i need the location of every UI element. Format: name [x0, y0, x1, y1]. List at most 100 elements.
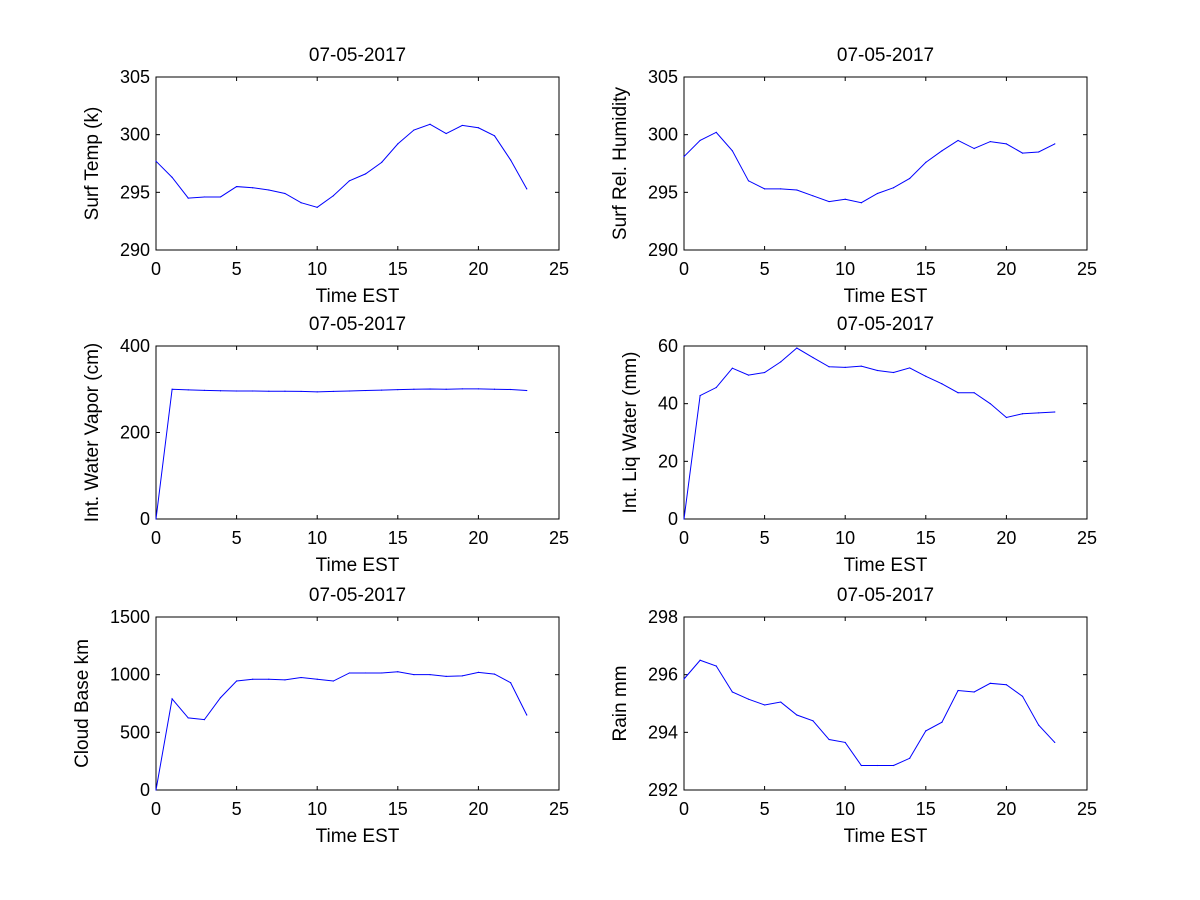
y-tick-label: 200: [120, 423, 150, 443]
x-tick-label: 25: [549, 528, 569, 548]
data-point: [364, 672, 367, 674]
data-point: [796, 714, 798, 716]
series-line: [155, 388, 527, 520]
data-point: [155, 518, 157, 520]
y-tick-label: 40: [658, 394, 678, 414]
data-point: [989, 140, 991, 143]
data-point: [892, 371, 895, 374]
x-tick-label: 0: [679, 528, 689, 548]
data-point: [973, 147, 975, 150]
data-point: [1038, 412, 1040, 414]
x-tick-label: 25: [1077, 528, 1097, 548]
x-tick-label: 20: [996, 528, 1016, 548]
data-point: [236, 390, 238, 392]
y-axis-label: Cloud Base km: [72, 639, 93, 768]
data-point: [764, 704, 766, 706]
y-tick-label: 295: [120, 182, 150, 202]
x-tick-label: 10: [835, 528, 855, 548]
data-point: [493, 388, 496, 390]
chart-4: 0 5 10 15 20 25 0 20 40 60 07-05-2017 Time EST Int. …: [620, 314, 1097, 576]
plot-area: [155, 616, 560, 791]
plot-area: [155, 345, 560, 520]
data-point: [715, 131, 717, 133]
x-axis-label: Time EST: [844, 826, 928, 847]
data-point: [510, 388, 512, 391]
data-point: [429, 674, 431, 676]
series-line: [155, 123, 528, 208]
x-axis-label: Time EST: [844, 555, 928, 576]
data-point: [284, 192, 286, 195]
y-tick-label: 0: [140, 509, 150, 529]
data-point: [348, 180, 351, 182]
data-point: [171, 698, 173, 700]
data-point: [796, 189, 798, 191]
data-point: [493, 135, 496, 137]
data-point: [187, 389, 189, 391]
data-point: [925, 161, 927, 163]
data-point: [526, 188, 528, 190]
data-point: [1005, 684, 1008, 686]
x-tick-label: 5: [760, 528, 770, 548]
data-point: [941, 383, 943, 385]
data-point: [1038, 724, 1040, 726]
data-point: [715, 665, 717, 667]
data-point: [445, 675, 447, 677]
y-tick-label: 290: [120, 240, 150, 260]
data-point: [973, 392, 975, 394]
data-point: [715, 386, 717, 389]
y-axis-label: Surf Rel. Humidity: [610, 86, 631, 240]
data-point: [747, 698, 750, 700]
data-point: [764, 371, 766, 374]
data-point: [957, 392, 959, 394]
y-tick-label: 0: [668, 509, 678, 529]
data-point: [413, 129, 415, 131]
chart-6: 0 5 10 15 20 25 292 294 296 298 07-05-2017 Time EST…: [610, 585, 1097, 847]
chart-title: 07-05-2017: [309, 45, 406, 66]
data-point: [876, 192, 879, 195]
x-tick-label: 0: [679, 259, 689, 279]
y-tick-label: 20: [658, 451, 678, 471]
data-point: [348, 672, 351, 674]
data-point: [203, 719, 205, 721]
chart-5: 0 5 10 15 20 25 0 500 1000 1500 07-05-2017 Time EST…: [72, 585, 569, 847]
data-point: [780, 188, 782, 190]
y-tick-label: 300: [648, 125, 678, 145]
y-axis-label: Rain mm: [610, 665, 631, 741]
x-tick-label: 15: [916, 528, 936, 548]
x-tick-label: 0: [151, 528, 161, 548]
data-point: [332, 195, 334, 197]
data-point: [812, 195, 814, 197]
data-point: [1021, 152, 1024, 154]
data-point: [1054, 143, 1056, 145]
data-point: [876, 764, 879, 767]
data-point: [812, 356, 814, 359]
data-point: [461, 675, 463, 677]
data-point: [699, 659, 701, 661]
chart-1: 0 5 10 15 20 25 290 295 300 305 07-05-2017 Time EST…: [82, 45, 569, 307]
data-point: [268, 678, 270, 680]
x-tick-label: 20: [996, 799, 1016, 819]
data-point: [461, 124, 463, 127]
x-tick-label: 25: [549, 799, 569, 819]
data-point: [699, 394, 701, 397]
data-point: [1005, 416, 1008, 419]
data-point: [397, 389, 399, 391]
y-tick-label: 305: [120, 67, 150, 87]
y-tick-label: 400: [120, 336, 150, 356]
data-point: [413, 674, 415, 676]
data-point: [747, 180, 750, 182]
data-point: [284, 390, 286, 392]
y-tick-label: 290: [648, 240, 678, 260]
data-point: [477, 388, 479, 390]
data-point: [413, 388, 415, 390]
x-tick-label: 10: [307, 799, 327, 819]
chart-title: 07-05-2017: [837, 45, 934, 66]
x-tick-label: 20: [468, 259, 488, 279]
data-point: [332, 390, 334, 393]
data-point: [844, 198, 846, 200]
data-point: [477, 127, 479, 129]
data-point: [747, 374, 750, 376]
data-point: [461, 388, 463, 390]
data-point: [526, 714, 528, 716]
